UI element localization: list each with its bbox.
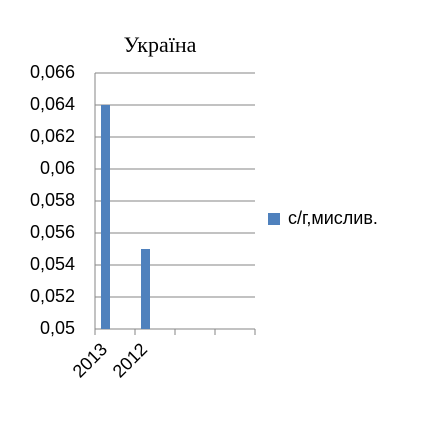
y-tick-label: 0,054 [30, 254, 75, 274]
legend-swatch [268, 213, 280, 225]
x-tick-label: 2013 [69, 339, 111, 381]
legend-label: с/г,мислив. [288, 208, 378, 228]
y-tick-label: 0,05 [40, 318, 75, 338]
y-tick-label: 0,06 [40, 158, 75, 178]
y-tick-label: 0,062 [30, 126, 75, 146]
bar [101, 105, 110, 329]
bar [141, 249, 150, 329]
y-tick-label: 0,066 [30, 62, 75, 82]
y-tick-label: 0,064 [30, 94, 75, 114]
chart-title: Україна [124, 32, 197, 57]
x-tick-label: 2012 [109, 339, 151, 381]
y-tick-label: 0,056 [30, 222, 75, 242]
y-tick-label: 0,058 [30, 190, 75, 210]
y-tick-label: 0,052 [30, 286, 75, 306]
